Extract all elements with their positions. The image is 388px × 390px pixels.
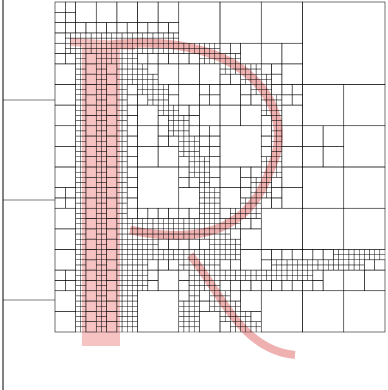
quadtree-image [0, 0, 388, 390]
background [0, 0, 388, 390]
page: (() => { const data = JSON.parse(documen… [0, 0, 388, 390]
stem-fill [82, 44, 120, 346]
